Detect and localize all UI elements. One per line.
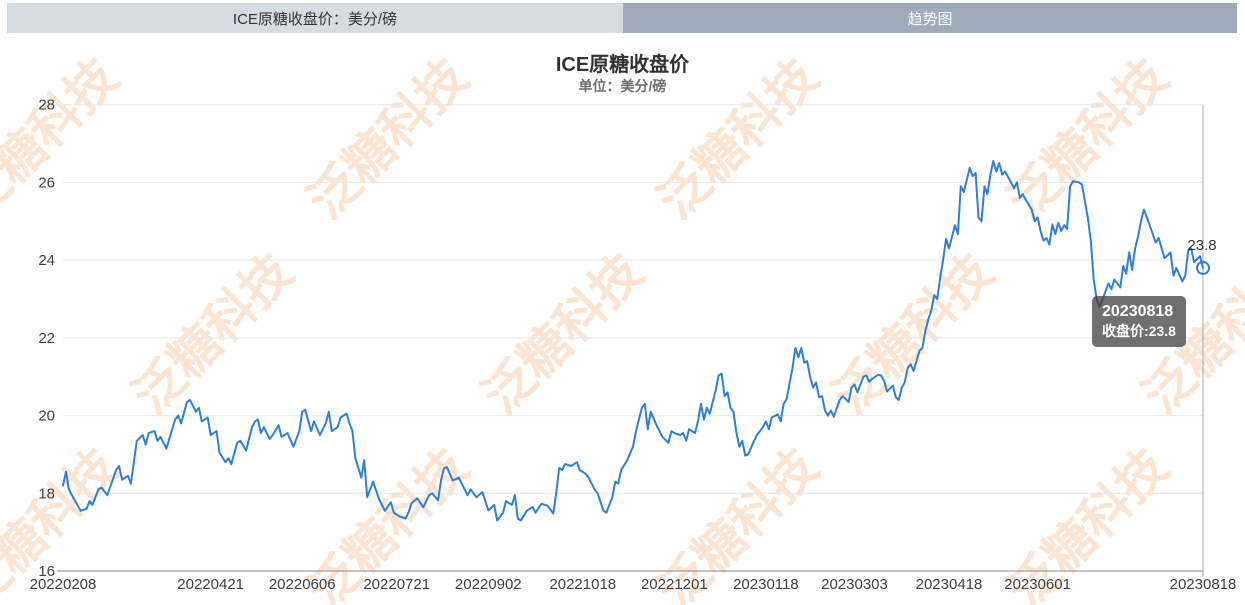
tab-bar: ICE原糖收盘价：美分/磅 趋势图 (7, 3, 1237, 33)
x-axis-label: 20220721 (363, 576, 430, 593)
y-axis-label: 28 (38, 97, 55, 114)
tab-trend-chart[interactable]: 趋势图 (623, 3, 1237, 33)
x-axis-label: 20230601 (1004, 576, 1071, 593)
y-axis-label: 20 (38, 408, 55, 425)
x-axis-label: 20230418 (916, 576, 983, 593)
chart-subtitle: 单位：美分/磅 (578, 78, 667, 94)
x-axis-label: 20230303 (821, 576, 888, 593)
x-axis-label: 20220421 (177, 576, 244, 593)
tab-price-header[interactable]: ICE原糖收盘价：美分/磅 (7, 3, 623, 33)
y-axis-label: 18 (38, 485, 55, 502)
x-axis-label: 20221018 (549, 576, 616, 593)
y-axis-label: 24 (38, 252, 55, 269)
y-axis-label: 16 (38, 563, 55, 580)
last-point-marker (1196, 260, 1210, 275)
x-axis-label: 20230818 (1170, 576, 1237, 593)
x-axis-label: 20220606 (269, 576, 336, 593)
x-axis-label: 20220902 (455, 576, 522, 593)
y-axis-label: 26 (38, 174, 55, 191)
chart-title: ICE原糖收盘价 (555, 54, 690, 76)
x-axis-label: 20221201 (641, 576, 708, 593)
x-axis-label: 20230118 (733, 576, 799, 593)
y-axis-label: 22 (38, 330, 55, 347)
x-axis-label: 20220208 (30, 576, 97, 593)
price-line (62, 160, 1204, 522)
